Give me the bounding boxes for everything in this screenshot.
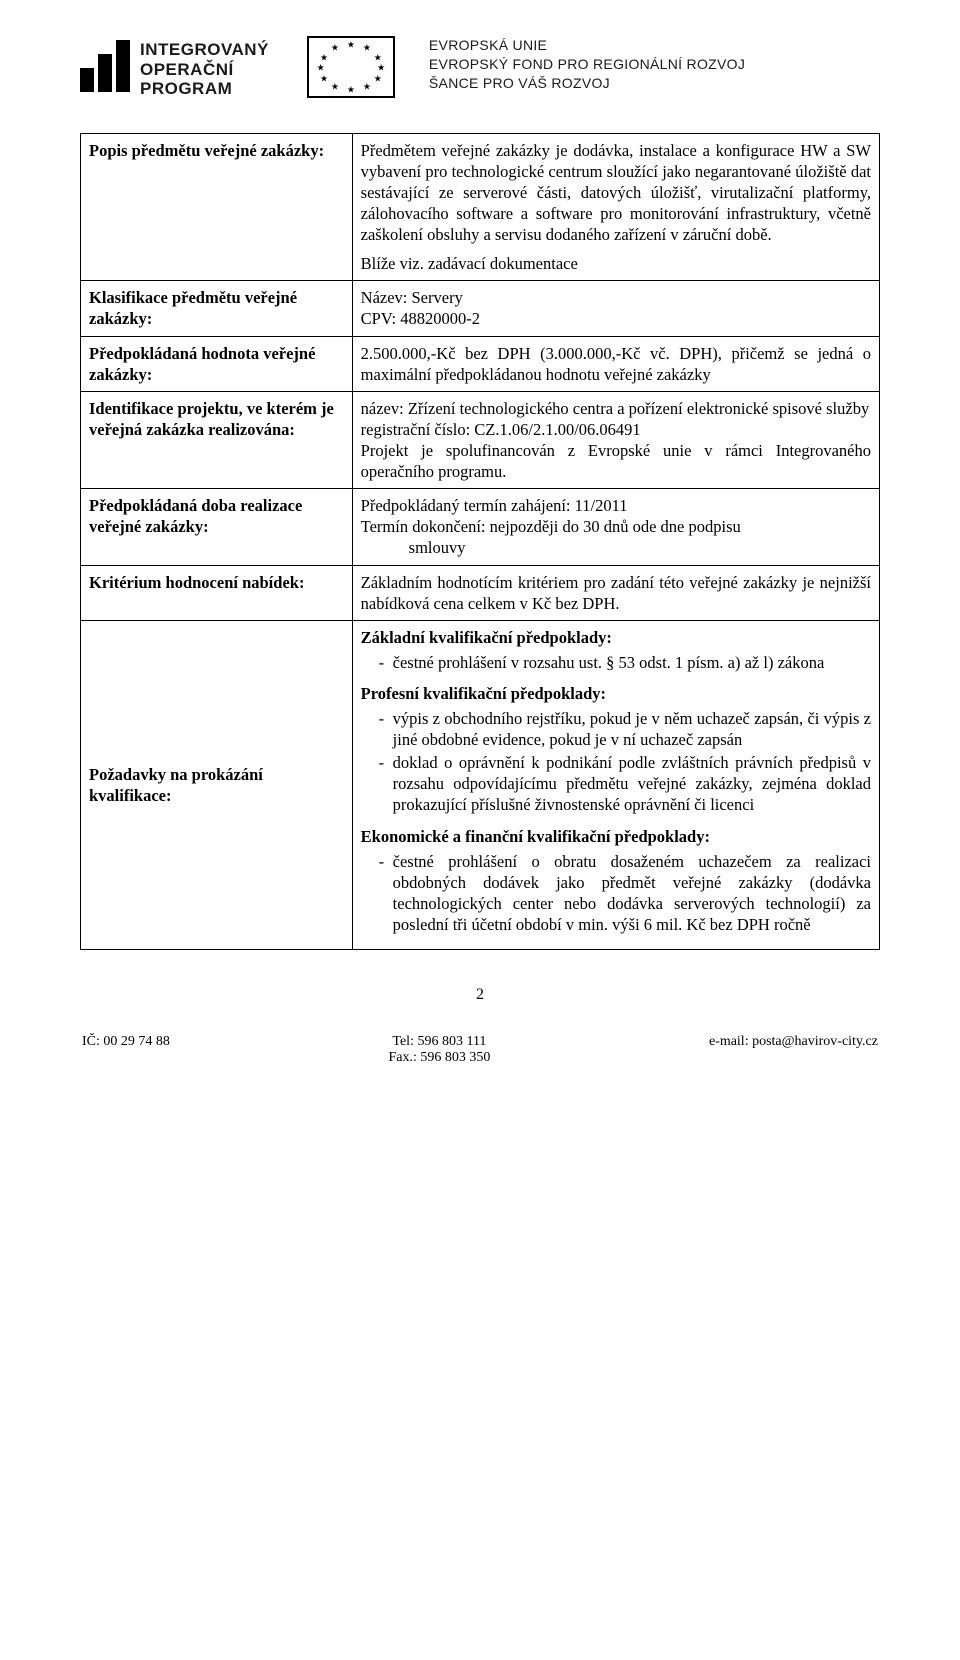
row-value: název: Zřízení technologického centra a … xyxy=(352,391,879,488)
row2-l2: CPV: 48820000-2 xyxy=(361,308,871,329)
row5-l2b: smlouvy xyxy=(361,537,871,558)
footer-fax: Fax.: 596 803 350 xyxy=(388,1050,490,1066)
info-table: Popis předmětu veřejné zakázky: Předměte… xyxy=(80,133,880,951)
row5-l1: Předpokládaný termín zahájení: 11/2011 xyxy=(361,495,871,516)
row-label: Předpokládaná doba realizace veřejné zak… xyxy=(81,489,353,565)
footer-row: IČ: 00 29 74 88 Tel: 596 803 111 Fax.: 5… xyxy=(80,1034,880,1066)
page-number: 2 xyxy=(80,986,880,1004)
row5-l2a: Termín dokončení: nejpozději do 30 dnů o… xyxy=(361,516,871,537)
table-row: Identifikace projektu, ve kterém je veře… xyxy=(81,391,880,488)
row-value: Základním hodnotícím kritériem pro zadán… xyxy=(352,565,879,620)
list-item: výpis z obchodního rejstříku, pokud je v… xyxy=(379,708,871,750)
footer-tel: Tel: 596 803 111 xyxy=(388,1034,490,1050)
row-label: Předpokládaná hodnota veřejné zakázky: xyxy=(81,336,353,391)
row-label: Požadavky na prokázání kvalifikace: xyxy=(81,620,353,949)
row-label: Identifikace projektu, ve kterém je veře… xyxy=(81,391,353,488)
list-item: doklad o oprávnění k podnikání podle zvl… xyxy=(379,752,871,815)
page: INTEGROVANÝ OPERAČNÍ PROGRAM ★ ★ ★ ★ ★ ★… xyxy=(0,0,960,1086)
table-row: Popis předmětu veřejné zakázky: Předměte… xyxy=(81,133,880,281)
eu-line3: ŠANCE PRO VÁŠ ROZVOJ xyxy=(429,74,745,93)
eu-text: EVROPSKÁ UNIE EVROPSKÝ FOND PRO REGIONÁL… xyxy=(429,36,745,93)
iop-bars-icon xyxy=(80,40,130,92)
footer-right: e-mail: posta@havirov-city.cz xyxy=(709,1034,878,1066)
qual-head-prof: Profesní kvalifikační předpoklady: xyxy=(361,683,871,704)
row4-l2: registrační číslo: CZ.1.06/2.1.00/06.064… xyxy=(361,419,871,440)
qual-head-basic: Základní kvalifikační předpoklady: xyxy=(361,627,871,648)
iop-line1: INTEGROVANÝ xyxy=(140,40,269,60)
table-row: Požadavky na prokázání kvalifikace: Zákl… xyxy=(81,620,880,949)
table-row: Klasifikace předmětu veřejné zakázky: Ná… xyxy=(81,281,880,336)
eu-flag-icon: ★ ★ ★ ★ ★ ★ ★ ★ ★ ★ ★ ★ xyxy=(307,36,395,98)
row1-more: Blíže viz. zadávací dokumentace xyxy=(361,253,871,274)
eu-line2: EVROPSKÝ FOND PRO REGIONÁLNÍ ROZVOJ xyxy=(429,55,745,74)
list-item: čestné prohlášení o obratu dosaženém uch… xyxy=(379,851,871,935)
header: INTEGROVANÝ OPERAČNÍ PROGRAM ★ ★ ★ ★ ★ ★… xyxy=(80,36,880,99)
row-label: Klasifikace předmětu veřejné zakázky: xyxy=(81,281,353,336)
row4-l3: Projekt je spolufinancován z Evropské un… xyxy=(361,440,871,482)
footer-mid: Tel: 596 803 111 Fax.: 596 803 350 xyxy=(388,1034,490,1066)
row-value: Základní kvalifikační předpoklady: čestn… xyxy=(352,620,879,949)
qual-head-econ: Ekonomické a finanční kvalifikační předp… xyxy=(361,826,871,847)
row4-l1: název: Zřízení technologického centra a … xyxy=(361,398,871,419)
footer-left: IČ: 00 29 74 88 xyxy=(82,1034,170,1066)
qual-list-econ: čestné prohlášení o obratu dosaženém uch… xyxy=(361,851,871,935)
row-label: Popis předmětu veřejné zakázky: xyxy=(81,133,353,281)
iop-line3: PROGRAM xyxy=(140,79,269,99)
qual-list-prof: výpis z obchodního rejstříku, pokud je v… xyxy=(361,708,871,816)
qual-list-basic: čestné prohlášení v rozsahu ust. § 53 od… xyxy=(361,652,871,673)
iop-logo-text: INTEGROVANÝ OPERAČNÍ PROGRAM xyxy=(140,40,269,99)
eu-line1: EVROPSKÁ UNIE xyxy=(429,36,745,55)
row-value: Předmětem veřejné zakázky je dodávka, in… xyxy=(352,133,879,281)
row-value: 2.500.000,-Kč bez DPH (3.000.000,-Kč vč.… xyxy=(352,336,879,391)
iop-line2: OPERAČNÍ xyxy=(140,60,269,80)
list-item: čestné prohlášení v rozsahu ust. § 53 od… xyxy=(379,652,871,673)
row2-l1: Název: Servery xyxy=(361,287,871,308)
table-row: Předpokládaná hodnota veřejné zakázky: 2… xyxy=(81,336,880,391)
row-label: Kritérium hodnocení nabídek: xyxy=(81,565,353,620)
row1-para: Předmětem veřejné zakázky je dodávka, in… xyxy=(361,140,871,246)
row-value: Název: Servery CPV: 48820000-2 xyxy=(352,281,879,336)
table-row: Kritérium hodnocení nabídek: Základním h… xyxy=(81,565,880,620)
table-row: Předpokládaná doba realizace veřejné zak… xyxy=(81,489,880,565)
row-value: Předpokládaný termín zahájení: 11/2011 T… xyxy=(352,489,879,565)
iop-logo: INTEGROVANÝ OPERAČNÍ PROGRAM xyxy=(80,40,269,99)
